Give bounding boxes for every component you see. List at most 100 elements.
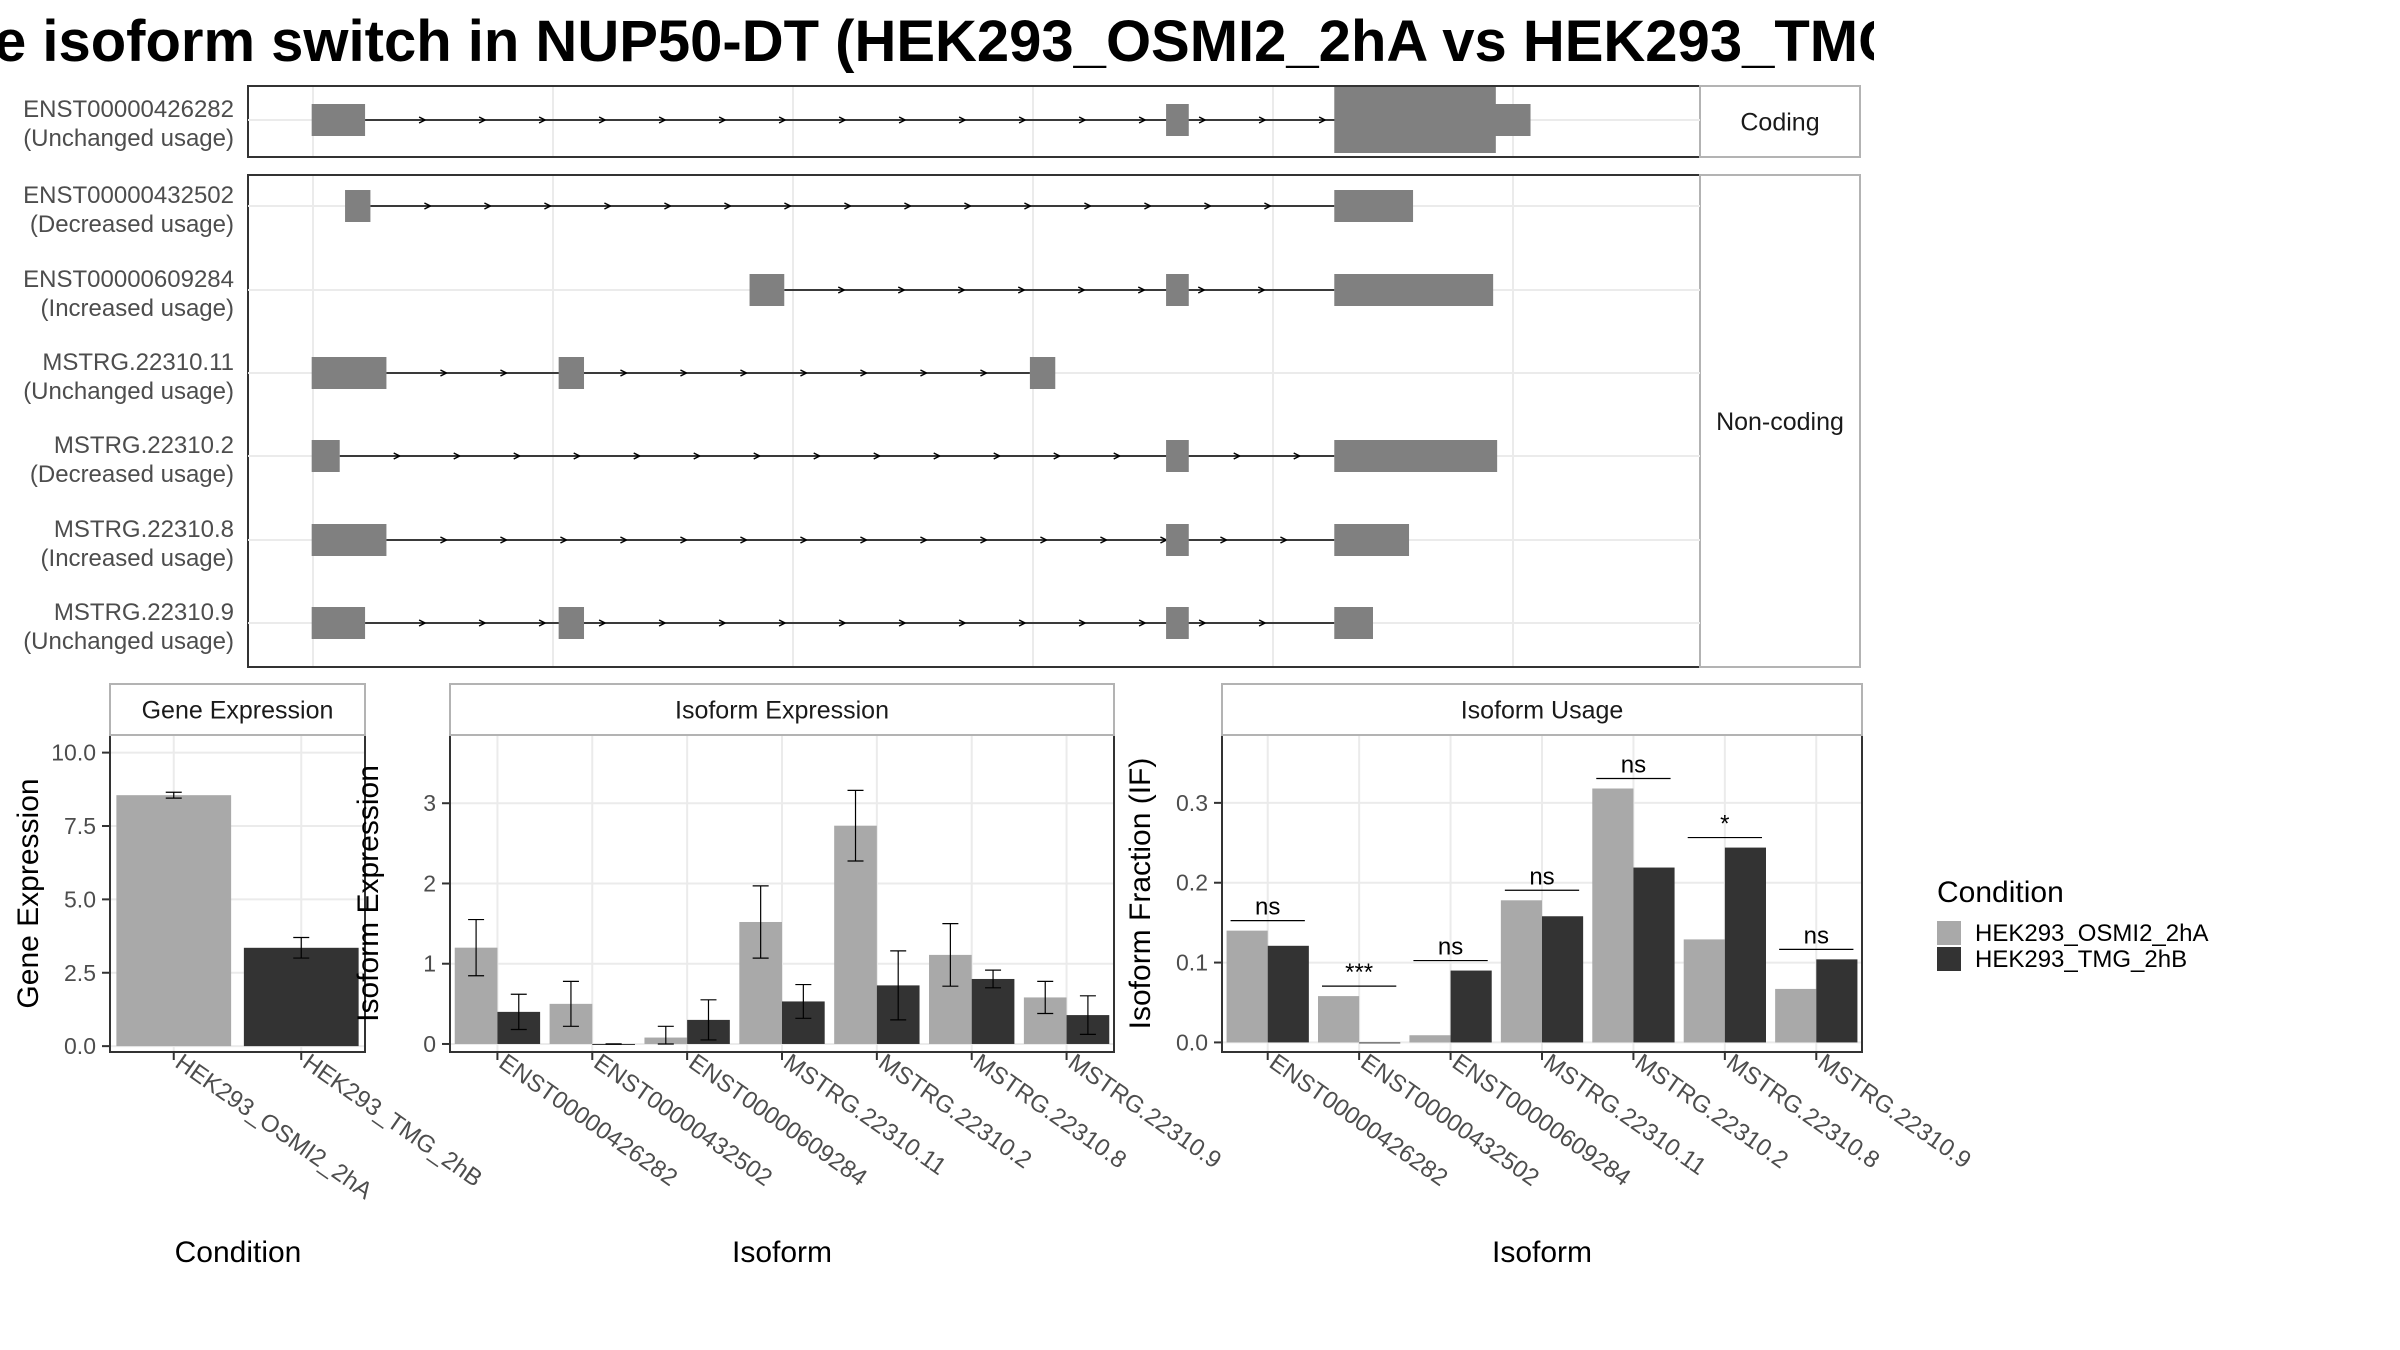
exon [749,274,785,306]
direction-arrow [418,116,427,124]
direction-arrow [1264,202,1273,210]
x-tick-label: ENST00000432502 [589,1049,777,1192]
direction-arrow [604,202,613,210]
y-tick-label: 0.1 [1176,950,1208,976]
direction-arrow [1018,619,1027,627]
error-bar [468,918,485,977]
direction-arrow [778,116,787,124]
direction-arrow [453,452,462,460]
x-tick-label: ENST00000609284 [684,1049,872,1192]
direction-arrow [958,116,967,124]
exon [1166,274,1189,306]
significance-label: ns [1804,922,1829,949]
direction-arrow [980,369,989,377]
y-tick-label: 7.5 [64,813,96,839]
exon [311,524,387,556]
facet-strip-label: Coding [1740,109,1819,137]
y-tick-label: 0.2 [1176,870,1208,896]
y-tick-label: 0 [423,1031,436,1057]
direction-arrow [1258,116,1267,124]
direction-arrow [680,369,689,377]
transcript-usage-label: (Increased usage) [41,545,234,572]
direction-arrow [800,536,809,544]
y-axis-label: Gene Expression [12,778,45,1008]
x-axis-label: Condition [175,1236,302,1269]
y-tick-label: 1 [423,951,436,977]
exon [345,190,371,222]
error-bar [847,789,864,862]
error-bar [293,936,310,959]
direction-arrow [860,369,869,377]
transcript-usage-label: (Increased usage) [41,295,234,322]
panel-strip-label: Isoform Expression [675,697,889,725]
bar [243,947,359,1047]
transcript-id-label: ENST00000432502 [23,182,234,209]
direction-arrow [680,536,689,544]
direction-arrow [1204,202,1213,210]
panel-strip [109,683,366,736]
panel-strip [1221,683,1863,736]
direction-arrow [484,202,493,210]
direction-arrow [920,369,929,377]
panel-strip-label: Isoform Usage [1461,697,1624,725]
exon [558,357,585,389]
transcript-id-label: MSTRG.22310.11 [42,349,234,376]
bar [1500,900,1542,1043]
bar [1267,945,1309,1043]
error-bar [985,969,1002,989]
direction-arrow [1280,536,1289,544]
significance-label: ns [1529,863,1554,890]
direction-arrow [478,116,487,124]
y-tick-label: 5.0 [64,886,96,912]
legend-label: HEK293_TMG_2hB [1975,946,2187,973]
direction-arrow [1100,536,1109,544]
significance-label: *** [1345,959,1373,986]
exon [1455,104,1531,136]
error-bar [942,922,959,987]
transcript-usage-label: (Decreased usage) [30,211,234,238]
exon [1166,104,1189,136]
direction-arrow [598,116,607,124]
bar [1226,930,1268,1043]
direction-arrow [1138,619,1147,627]
direction-arrow [658,619,667,627]
exon [311,104,366,136]
x-tick-label: MSTRG.22310.2 [1630,1049,1793,1174]
exon [1166,607,1189,639]
exon [1029,357,1056,389]
transcript-ENST00000609284: ENST00000609284(Increased usage) [23,266,1700,322]
direction-arrow [1197,286,1206,294]
direction-arrow [1138,116,1147,124]
exon [1334,440,1498,472]
bar [971,978,1015,1044]
y-tick-label: 0.3 [1176,790,1208,816]
direction-arrow [957,286,966,294]
direction-arrow [1293,452,1302,460]
direction-arrow [633,452,642,460]
transcript-id-label: MSTRG.22310.9 [54,599,234,626]
y-axis-label: Isoform Expression [352,765,385,1022]
error-bar [562,980,579,1027]
significance-label: ns [1255,894,1280,921]
error-bar [752,885,769,959]
direction-arrow [693,452,702,460]
direction-arrow [560,536,569,544]
direction-arrow [393,452,402,460]
direction-arrow [1144,202,1153,210]
direction-arrow [598,619,607,627]
bar [116,795,232,1047]
direction-arrow [513,452,522,460]
bar [1683,939,1725,1043]
y-tick-label: 2.5 [64,960,96,986]
direction-arrow [538,619,547,627]
direction-arrow [838,619,847,627]
direction-arrow [1017,286,1026,294]
bar [1359,1042,1401,1044]
significance-label: ns [1621,751,1646,778]
direction-arrow [740,536,749,544]
direction-arrow [718,619,727,627]
bar [1450,970,1492,1043]
